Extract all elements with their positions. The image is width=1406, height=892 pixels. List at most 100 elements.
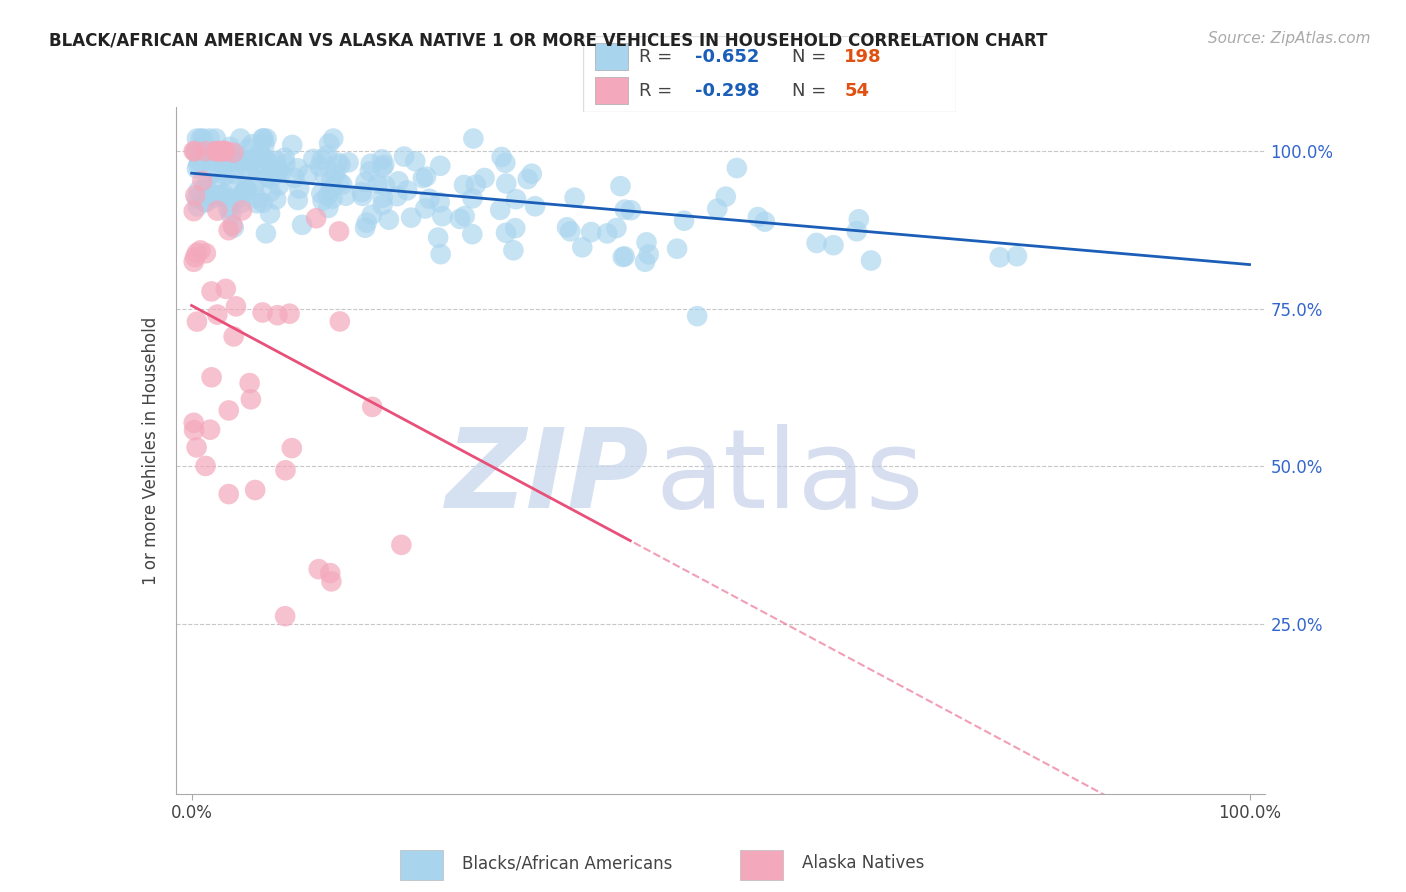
Point xyxy=(714,189,737,203)
Point xyxy=(371,198,394,212)
Point xyxy=(329,314,352,328)
Point xyxy=(634,254,657,268)
Point xyxy=(571,240,593,254)
Point xyxy=(228,149,250,163)
Point xyxy=(186,191,208,205)
Text: -0.652: -0.652 xyxy=(695,47,759,65)
Point xyxy=(330,178,353,192)
Point xyxy=(219,176,242,190)
Point xyxy=(259,206,281,220)
Text: N =: N = xyxy=(792,82,832,100)
Text: Alaska Natives: Alaska Natives xyxy=(801,854,924,872)
Point xyxy=(281,441,304,455)
Point xyxy=(274,151,297,165)
Point xyxy=(404,154,426,169)
Point xyxy=(560,224,582,238)
Point xyxy=(253,137,276,152)
Point xyxy=(267,162,290,177)
Point xyxy=(429,159,451,173)
Point xyxy=(205,188,228,202)
Point xyxy=(200,188,222,202)
Point xyxy=(209,145,232,159)
Point xyxy=(194,458,217,473)
Point xyxy=(287,193,309,207)
Point xyxy=(184,250,207,264)
Point xyxy=(474,171,496,186)
Point xyxy=(187,199,209,213)
Point xyxy=(432,209,454,223)
Point xyxy=(238,164,260,178)
Point xyxy=(236,183,259,197)
Point xyxy=(264,153,287,168)
Point xyxy=(235,183,257,197)
Point xyxy=(463,131,485,145)
Point xyxy=(350,185,373,199)
Point xyxy=(254,227,277,241)
Point xyxy=(198,150,221,164)
Point xyxy=(387,174,409,188)
Point xyxy=(209,144,232,158)
Point xyxy=(217,202,239,216)
Point xyxy=(637,247,659,261)
Point xyxy=(328,175,350,189)
Point xyxy=(205,131,228,145)
Point xyxy=(371,160,394,174)
Point xyxy=(356,216,378,230)
Point xyxy=(204,146,226,161)
Point xyxy=(415,169,437,184)
Point xyxy=(329,157,352,171)
Text: R =: R = xyxy=(640,47,678,65)
Point xyxy=(673,213,696,227)
Point xyxy=(845,224,868,238)
Point xyxy=(396,183,419,197)
FancyBboxPatch shape xyxy=(595,78,628,104)
Point xyxy=(754,215,776,229)
Point xyxy=(399,211,422,225)
Point xyxy=(374,178,396,193)
Point xyxy=(195,195,218,210)
Point xyxy=(613,202,636,217)
Point xyxy=(233,185,256,199)
Point xyxy=(245,160,267,174)
Point xyxy=(200,370,222,384)
Point xyxy=(183,255,205,269)
Point xyxy=(183,204,205,219)
Point xyxy=(429,195,451,210)
Point xyxy=(352,189,374,203)
Point xyxy=(322,131,344,145)
Point xyxy=(252,195,274,210)
FancyBboxPatch shape xyxy=(595,44,628,70)
Point xyxy=(502,244,524,258)
Point xyxy=(524,199,547,213)
Text: atlas: atlas xyxy=(655,425,924,532)
Point xyxy=(200,167,222,181)
Point xyxy=(232,153,254,167)
Point xyxy=(373,158,395,172)
Point xyxy=(495,177,517,191)
Point xyxy=(605,221,627,235)
Point xyxy=(316,201,339,215)
Point xyxy=(412,171,434,186)
Point xyxy=(198,131,221,145)
Point xyxy=(429,247,451,261)
Point xyxy=(579,225,602,239)
Point xyxy=(221,219,243,233)
Point xyxy=(371,153,394,167)
Point xyxy=(198,423,221,437)
Point xyxy=(195,178,218,193)
Point xyxy=(270,165,292,179)
Point xyxy=(187,158,209,172)
Point xyxy=(249,157,271,171)
Point xyxy=(278,307,301,321)
Point xyxy=(283,170,305,185)
Point xyxy=(326,155,349,169)
Point xyxy=(217,191,239,205)
Point xyxy=(267,178,290,193)
Point xyxy=(183,416,205,430)
Point xyxy=(218,140,240,154)
Point xyxy=(186,146,208,161)
Text: -0.298: -0.298 xyxy=(695,82,759,100)
Point xyxy=(392,150,415,164)
Point xyxy=(288,181,311,195)
Point xyxy=(239,376,262,390)
